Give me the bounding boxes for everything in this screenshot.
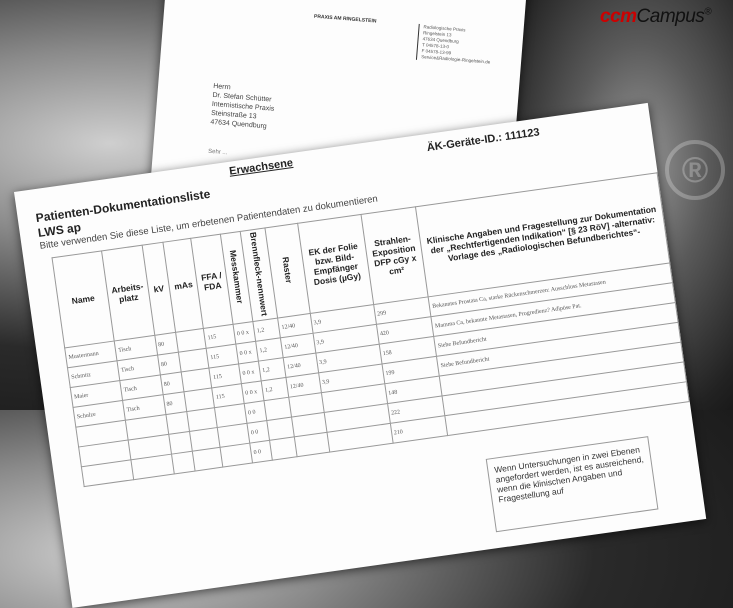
sender-address: Radiologische Praxis Ringelstein 13 47634 … <box>415 23 493 66</box>
ccm-campus-logo: ccmCampus® <box>600 6 712 28</box>
device-id: ÄK-Geräte-ID.: 111123 <box>426 126 541 155</box>
table-cell <box>192 447 224 471</box>
logo-text-ccm: ccm <box>600 6 637 27</box>
letter-header: PRAXIS AM RINGELSTEIN <box>313 13 377 25</box>
table-cell: 0 0 <box>249 440 273 463</box>
table-cell <box>171 451 196 474</box>
logo-registered-mark: ® <box>704 6 712 18</box>
greeting: Sehr ... <box>207 148 228 157</box>
table-cell <box>131 454 174 480</box>
logo-text-campus: Campus <box>636 6 705 27</box>
category-heading: Erwachsene <box>228 156 294 178</box>
sheet-title: Patienten-Dokumentationsliste <box>34 186 212 226</box>
recipient-address: Herrn Dr. Stefan Schütter Internistische P… <box>210 82 276 132</box>
column-header-label: Messkammer <box>227 249 246 305</box>
column-header-label: Raster <box>280 255 295 284</box>
documentation-sheet: Erwachsene ÄK-Geräte-ID.: 111123 Patient… <box>14 102 707 608</box>
note-box: Wenn Untersuchungen in zwei Ebenen angef… <box>485 436 659 533</box>
patient-table: Name Arbeits-platz kV mAs FFA / FDA Messkamme… <box>51 172 690 487</box>
registered-watermark: ® <box>665 140 725 200</box>
table-cell <box>269 436 298 461</box>
table-cell <box>294 432 330 457</box>
table-cell <box>220 443 253 468</box>
